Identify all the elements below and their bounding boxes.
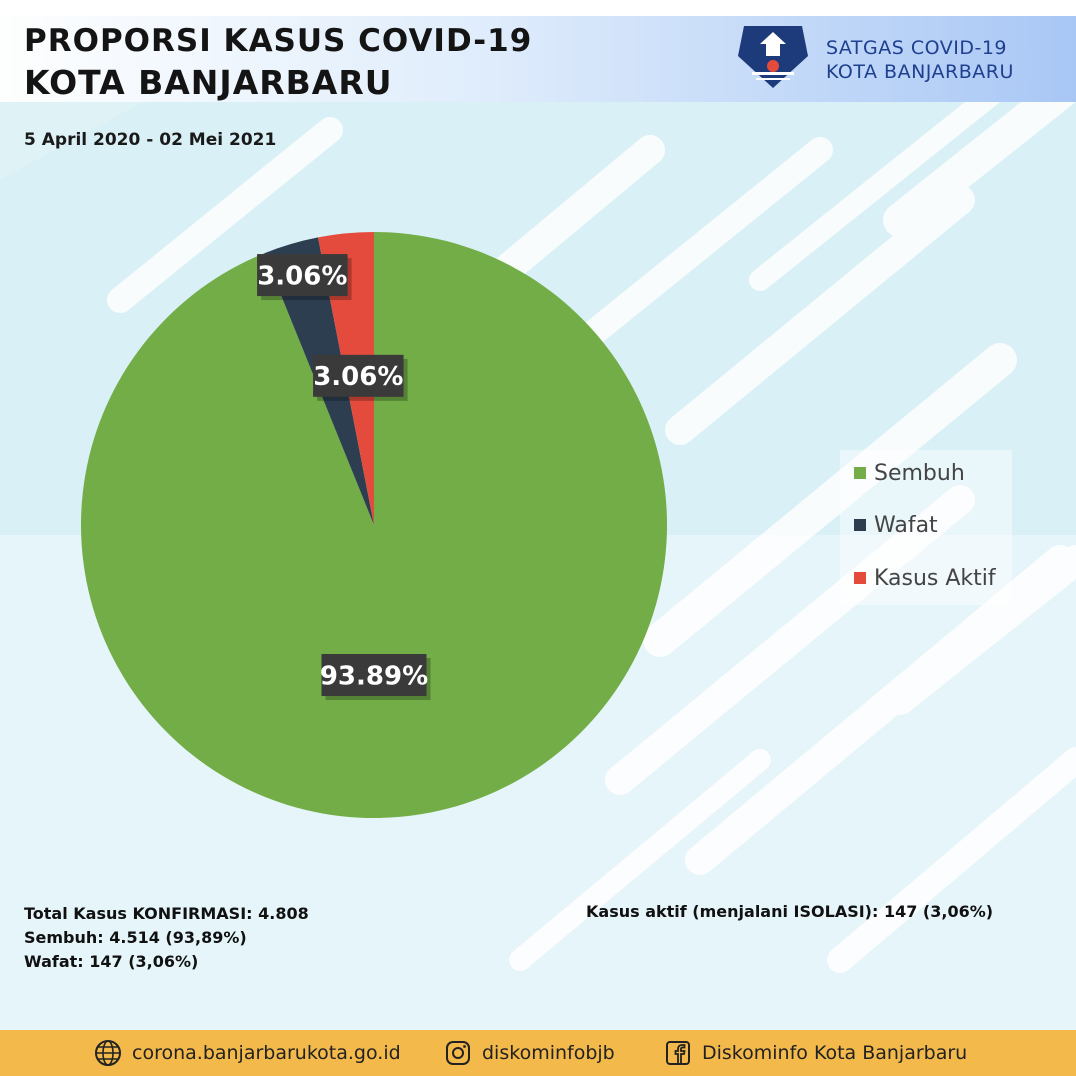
data-label-wafat: 3.06%	[257, 254, 352, 301]
legend-item-kasus-aktif: Kasus Aktif	[854, 565, 996, 591]
legend-item-wafat: Wafat	[854, 512, 938, 538]
organization-name: SATGAS COVID-19 KOTA BANJARBARU	[826, 36, 1014, 84]
data-label-box	[321, 654, 427, 696]
org-line-2: KOTA BANJARBARU	[826, 61, 1014, 83]
legend-swatch-wafat	[854, 519, 866, 531]
case-statistics: Total Kasus KONFIRMASI: 4.808 Sembuh: 4.…	[24, 902, 309, 974]
org-line-1: SATGAS COVID-19	[826, 37, 1008, 59]
facebook-icon	[666, 1041, 690, 1065]
page-title: PROPORSI KASUS COVID-19	[24, 23, 533, 59]
chart-legend: Sembuh Wafat Kasus Aktif	[840, 450, 1012, 605]
stat-sembuh: Sembuh: 4.514 (93,89%)	[24, 928, 247, 947]
footer-facebook[interactable]: Diskominfo Kota Banjarbaru	[664, 1030, 967, 1076]
footer-website-text: corona.banjarbarukota.go.id	[132, 1042, 401, 1064]
satgas-logo	[738, 26, 808, 88]
data-label-text-kasus-aktif: 3.06%	[313, 362, 403, 392]
footer-facebook-text: Diskominfo Kota Banjarbaru	[702, 1042, 968, 1064]
stat-total: Total Kasus KONFIRMASI: 4.808	[24, 904, 309, 923]
legend-label-sembuh: Sembuh	[874, 460, 965, 486]
globe-icon	[95, 1040, 121, 1066]
legend-label-kasus-aktif: Kasus Aktif	[874, 565, 996, 591]
footer-instagram[interactable]: diskominfobjb	[444, 1030, 615, 1076]
legend-label-wafat: Wafat	[874, 512, 938, 538]
data-label-text-wafat: 3.06%	[257, 261, 347, 291]
header-band	[0, 16, 1076, 102]
stat-wafat: Wafat: 147 (3,06%)	[24, 952, 199, 971]
footer-instagram-text: diskominfobjb	[482, 1042, 615, 1064]
data-label-kasus-aktif: 3.06%	[313, 354, 408, 401]
data-label-sembuh: 93.89%	[320, 654, 431, 700]
instagram-icon	[446, 1041, 470, 1065]
legend-swatch-kasus-aktif	[854, 572, 866, 584]
data-label-box	[257, 254, 348, 297]
data-label-text-sembuh: 93.89%	[320, 661, 428, 691]
data-label-box	[313, 354, 404, 397]
footer-bar: corona.banjarbarukota.go.id diskominfobj…	[0, 1030, 1076, 1076]
page-subtitle: KOTA BANJARBARU	[24, 63, 393, 102]
legend-item-sembuh: Sembuh	[854, 460, 965, 486]
date-range: 5 April 2020 - 02 Mei 2021	[24, 130, 277, 150]
stat-kasus-aktif: Kasus aktif (menjalani ISOLASI): 147 (3,…	[586, 902, 994, 921]
legend-swatch-sembuh	[854, 467, 866, 479]
footer-website[interactable]: corona.banjarbarukota.go.id	[94, 1030, 401, 1076]
